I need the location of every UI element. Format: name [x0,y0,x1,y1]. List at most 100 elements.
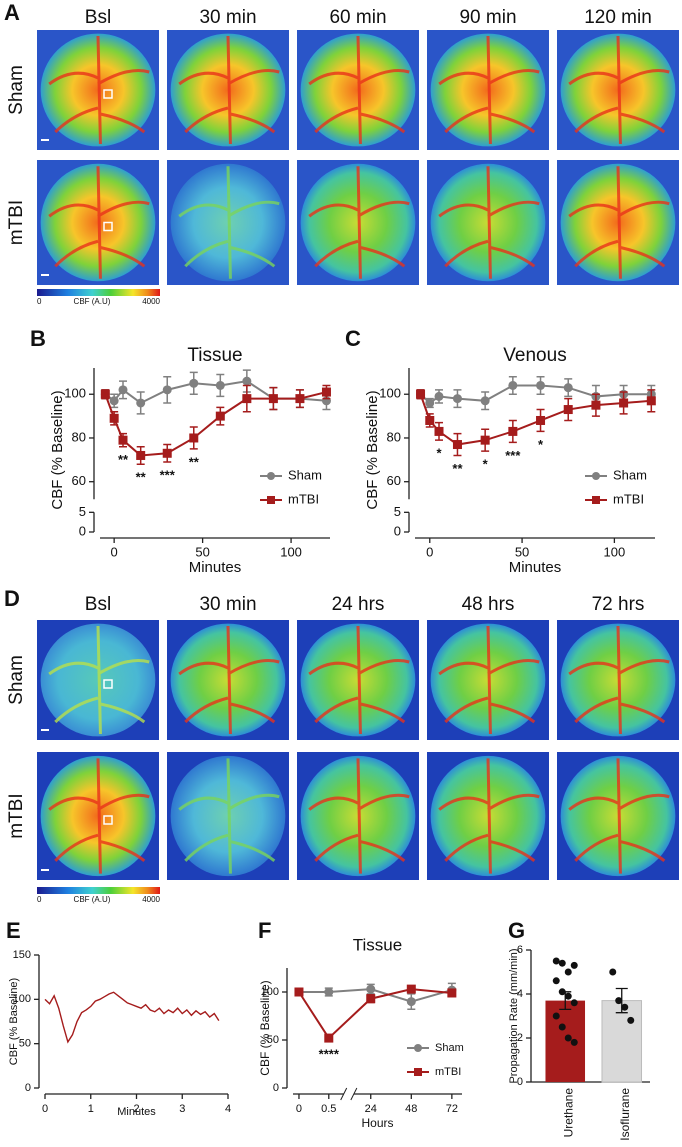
legend-marker [414,1068,422,1076]
y-tick-label: 0 [394,523,401,538]
significance: * [483,457,489,472]
x-axis-label: Minutes [509,559,562,576]
column-header: 90 min [459,7,516,28]
y-tick-label: 0 [25,1082,31,1094]
data-point [118,435,128,445]
chart-title: Tissue [353,935,402,954]
x-axis-label: Minutes [189,559,242,576]
x-tick-label: Isoflurane [618,1088,632,1141]
significance: ** [136,470,147,485]
data-point [646,396,656,406]
vessels [438,35,540,145]
row-label: mTBI [6,200,27,245]
series-line [44,991,220,1044]
panel-letter: B [30,326,46,351]
axis-break [340,1087,348,1101]
x-tick-label: 4 [225,1103,231,1115]
x-tick-label: 72 [446,1103,458,1115]
data-point [536,380,546,390]
x-tick-label: 0 [426,544,433,559]
data-point [452,440,462,450]
legend-marker [592,496,600,504]
panel-letter: C [345,326,361,351]
data-point [552,1012,560,1020]
data-point [563,383,573,393]
y-axis-label: Propagation Rate (mm/min) [508,948,520,1083]
colorbar-label: 0 [37,297,42,306]
data-point [242,394,252,404]
row-label: Sham [6,65,27,115]
data-point [609,968,617,976]
vessels [48,758,150,874]
x-tick-label: 3 [179,1103,185,1115]
legend-marker [592,472,600,480]
vessels [178,625,280,735]
vessels [308,166,410,279]
legend-label: mTBI [435,1066,461,1078]
data-point [136,398,146,408]
significance: * [538,437,544,452]
y-tick-label: 100 [379,386,401,401]
data-point [621,1003,629,1011]
column-header: Bsl [85,594,111,615]
x-tick-label: 0 [296,1103,302,1115]
data-point [268,394,278,404]
data-point [434,391,444,401]
data-point [189,378,199,388]
y-tick-label: 6 [517,944,523,956]
y-tick-label: 5 [394,504,401,519]
y-axis-label: CBF (% Baseline) [8,978,20,1065]
row-label: mTBI [6,793,27,838]
data-point [570,1038,578,1046]
y-tick-label: 2 [517,1032,523,1044]
bar [601,1000,643,1083]
y-tick-label: 100 [261,986,279,998]
y-tick-label: 100 [64,386,86,401]
y-tick-label: 0 [517,1076,523,1088]
data-point [162,448,172,458]
vessels [568,166,670,279]
x-tick-label: 100 [604,544,626,559]
data-point [109,413,119,423]
column-header: 72 hrs [592,594,645,615]
data-point [324,1033,334,1043]
x-tick-label: 0 [42,1103,48,1115]
vessels [48,166,150,279]
vessels [308,625,410,735]
column-header: Bsl [85,7,111,28]
data-point [416,389,426,399]
data-point [627,1016,635,1024]
y-tick-label: 100 [13,993,31,1005]
x-tick-label: 100 [280,544,302,559]
data-point [406,997,416,1007]
data-point [295,394,305,404]
x-tick-label: 50 [195,544,209,559]
y-tick-label: 80 [72,429,86,444]
colorbar-label: 4000 [142,895,160,904]
column-header: 24 hrs [332,594,385,615]
panel-letter: E [6,918,21,943]
vessels [308,35,410,145]
y-tick-label: 0 [79,523,86,538]
data-point [215,380,225,390]
data-point [563,405,573,415]
legend-marker [414,1044,422,1052]
colorbar-label: 0 [37,895,42,904]
x-tick-label: 1 [88,1103,94,1115]
column-header: 30 min [199,594,256,615]
vessels [438,758,540,874]
y-tick-label: 80 [387,429,401,444]
colorbar-label: CBF (A.U) [74,895,111,904]
y-tick-label: 0 [273,1082,279,1094]
data-point [324,987,334,997]
x-tick-label: 24 [365,1103,377,1115]
data-point [434,426,444,436]
roi-box [103,89,113,99]
significance: *** [160,467,176,482]
data-point [242,376,252,386]
data-point [558,1023,566,1031]
data-point [564,968,572,976]
vessels [438,625,540,735]
significance: * [436,446,442,461]
vessels [48,625,150,735]
